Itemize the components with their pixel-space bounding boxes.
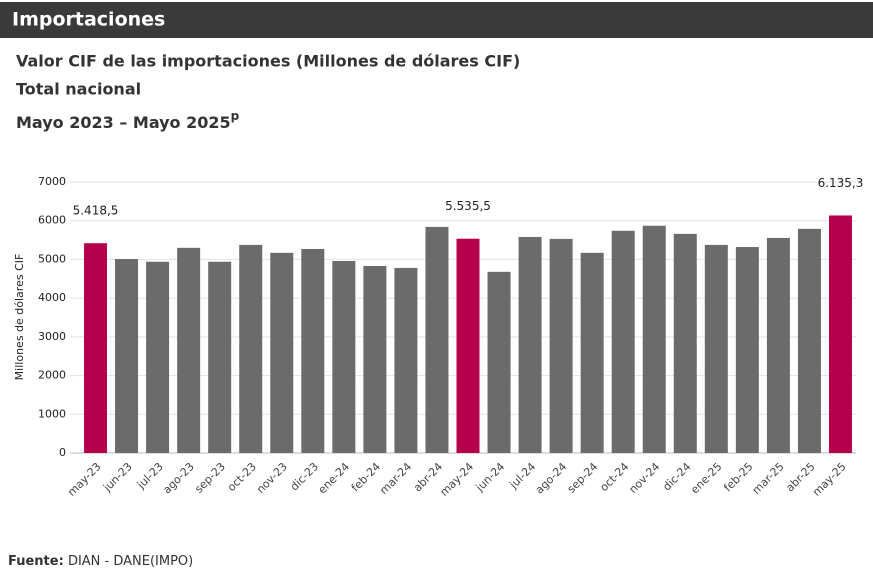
- x-tick-label: mar-25: [750, 460, 787, 497]
- bar: [208, 261, 232, 453]
- bar: [487, 271, 511, 453]
- bar: [146, 261, 170, 453]
- x-tick-label: ene-25: [688, 460, 724, 496]
- bar: [642, 225, 666, 453]
- y-tick-label: 0: [59, 446, 66, 459]
- date-range-text: Mayo 2023 – Mayo 2025: [16, 113, 231, 132]
- bar: [239, 244, 263, 453]
- chart-subtitle: Total nacional: [16, 80, 141, 99]
- x-tick-label: jun-24: [473, 460, 508, 495]
- bar: [84, 243, 108, 453]
- source-text: DIAN - DANE(IMPO): [68, 554, 193, 569]
- x-tick-label: sep-24: [565, 460, 601, 496]
- bar: [580, 252, 604, 453]
- y-tick-label: 6000: [38, 214, 66, 227]
- bar: [332, 260, 356, 453]
- bar: [363, 266, 387, 453]
- chart-title: Valor CIF de las importaciones (Millones…: [16, 52, 520, 71]
- x-tick-label: oct-24: [597, 460, 631, 494]
- y-axis-label: Millones de dólares CIF: [13, 254, 26, 381]
- y-tick-label: 5000: [38, 252, 66, 265]
- bar: [270, 252, 294, 453]
- x-tick-label: mar-24: [377, 460, 414, 497]
- x-tick-label: sep-23: [192, 460, 228, 496]
- x-tick-label: jun-23: [100, 460, 135, 495]
- bar: [766, 237, 790, 453]
- x-tick-label: ene-24: [316, 460, 352, 496]
- source-label: Fuente:: [8, 554, 64, 569]
- bar: [611, 230, 635, 453]
- date-note: p: [231, 109, 240, 123]
- bar: [177, 247, 201, 453]
- bar: [394, 267, 418, 453]
- bar: [301, 248, 325, 453]
- x-tick-label: oct-23: [225, 460, 259, 494]
- y-tick-label: 4000: [38, 291, 66, 304]
- header-bar: [0, 2, 873, 38]
- x-tick-label: may-23: [65, 460, 104, 499]
- x-tick-label: nov-24: [626, 460, 662, 496]
- bar: [518, 236, 542, 453]
- bar: [704, 244, 728, 453]
- bar: [115, 259, 139, 453]
- bar: [549, 238, 573, 453]
- bar: [828, 215, 852, 453]
- header: Importaciones: [12, 9, 165, 31]
- value-label: 5.418,5: [73, 204, 119, 218]
- x-tick-label: ago-23: [160, 460, 197, 497]
- y-tick-label: 2000: [38, 369, 66, 382]
- value-label: 6.135,3: [818, 176, 864, 190]
- y-tick-label: 7000: [38, 175, 66, 188]
- x-tick-label: ago-24: [533, 460, 570, 497]
- bar: [673, 233, 697, 453]
- bar: [797, 228, 821, 453]
- value-label: 5.535,5: [445, 199, 491, 213]
- bar: [735, 247, 759, 453]
- bar: [425, 226, 449, 453]
- x-tick-label: may-25: [810, 460, 849, 499]
- y-tick-label: 1000: [38, 407, 66, 420]
- date-range: Mayo 2023 – Mayo 2025p: [16, 109, 240, 132]
- y-tick-label: 3000: [38, 330, 66, 343]
- source: Fuente: DIAN - DANE(IMPO): [8, 554, 193, 569]
- bar: [456, 238, 480, 453]
- x-tick-label: may-24: [438, 460, 477, 499]
- x-tick-label: nov-23: [254, 460, 290, 496]
